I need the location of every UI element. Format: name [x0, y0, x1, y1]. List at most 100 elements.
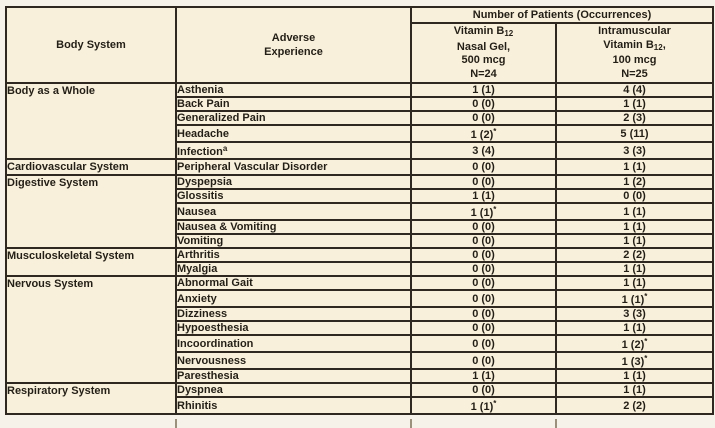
adverse-experience-cell: Back Pain: [175, 96, 412, 112]
intramuscular-value-cell-text: 1 (1): [623, 98, 646, 110]
nasal-gel-value-cell: 0 (0): [410, 233, 557, 249]
table-row: Vomiting 0 (0) 1 (1): [6, 233, 714, 249]
body-system-cell: Respiratory System: [5, 382, 177, 415]
intramuscular-value-cell-text: 1 (1): [623, 205, 646, 218]
nasal-gel-value-cell: 0 (0): [410, 96, 557, 112]
adverse-experience-cell: Dizziness: [175, 306, 412, 322]
intramuscular-value-cell-text: 1 (1): [623, 322, 646, 334]
header-adverse-line2: Experience: [264, 46, 323, 58]
superscript-marker: *: [493, 399, 497, 408]
nasal-gel-value-cell-text: 0 (0): [472, 322, 495, 334]
table-row: Infectiona 3 (4) 3 (3): [6, 141, 714, 160]
adverse-experience-cell-text: Rhinitis: [177, 399, 218, 412]
intramuscular-value-cell-text: 3 (3): [623, 144, 646, 157]
nasal-gel-value-cell: 0 (0): [410, 174, 557, 190]
adverse-experience-cell-text: Headache: [177, 127, 229, 140]
nasal-gel-value-cell: 1 (1): [410, 82, 557, 98]
adverse-experience-table: Body System Adverse Experience Number of…: [5, 6, 714, 415]
intramuscular-value-cell: 2 (3): [555, 110, 714, 126]
nasal-gel-value-cell-text: 1 (1): [470, 207, 494, 219]
nasal-gel-value-cell-text: 0 (0): [472, 112, 495, 124]
adverse-experience-cell-text: Nervousness: [177, 354, 247, 367]
nasal-gel-value-cell: 1 (1)*: [410, 202, 557, 221]
table-header: Body System Adverse Experience Number of…: [5, 6, 714, 84]
adverse-experience-cell: Myalgia: [175, 261, 412, 277]
adverse-experience-cell: Headache: [175, 124, 412, 143]
nasal-gel-value-cell: 1 (1): [410, 188, 557, 204]
table-row: Paresthesia 1 (1) 1 (1): [6, 368, 714, 384]
intramuscular-value-cell-text: 1 (2): [621, 339, 645, 351]
nasal-gel-value-cell-text: 1 (1): [472, 370, 495, 382]
nasal-gel-value-cell-text: 0 (0): [472, 277, 495, 289]
table-row: Rhinitis 1 (1)* 2 (2): [6, 396, 714, 415]
adverse-experience-cell: Anxiety: [175, 289, 412, 308]
nasal-gel-value-cell: 0 (0): [410, 219, 557, 235]
nasal-gel-value-cell-text: 0 (0): [472, 308, 495, 320]
table-row: Nausea 1 (1)* 1 (1): [6, 202, 714, 221]
nasal-gel-value-cell: 1 (2)*: [410, 124, 557, 143]
column-rule-stub: [410, 419, 412, 428]
header-nasal-gel-column: Vitamin B12 Nasal Gel, 500 mcg N=24: [410, 22, 557, 84]
intramuscular-value-cell: 1 (2): [555, 174, 714, 190]
column-rule-stub: [175, 419, 177, 428]
nasal-gel-value-cell-text: 0 (0): [472, 263, 495, 275]
b12-subscript: 12: [504, 29, 514, 38]
nasal-gel-value-cell-text: 1 (1): [470, 401, 494, 413]
nasal-gel-value-cell-text: 0 (0): [472, 98, 495, 110]
nasal-gel-value-cell-text: 0 (0): [472, 161, 495, 173]
adverse-experience-cell-text: Infection: [177, 146, 223, 158]
intramuscular-value-cell: 2 (2): [555, 396, 714, 415]
adverse-experience-cell-text: Dyspepsia: [177, 176, 233, 188]
body-system-cell: Body as a Whole: [5, 82, 177, 160]
intramuscular-line2: Vitamin B12,: [603, 38, 666, 52]
intramuscular-value-cell-text: 1 (1): [621, 294, 645, 306]
nasal-gel-value-cell-text: 3 (4): [472, 144, 495, 157]
table-row: Hypoesthesia 0 (0) 1 (1): [6, 320, 714, 336]
table-row: Digestive System Dyspepsia 0 (0) 1 (2): [5, 174, 714, 249]
table-row: Anxiety 0 (0) 1 (1)*: [6, 289, 714, 308]
intramuscular-value-cell: 1 (3)*: [555, 351, 714, 370]
adverse-experience-cell: Hypoesthesia: [175, 320, 412, 336]
intramuscular-line1: Intramuscular: [598, 25, 671, 37]
b12-subscript: 12: [653, 42, 663, 52]
superscript-marker: *: [493, 127, 497, 136]
intramuscular-value-cell-text: 1 (1): [623, 263, 646, 275]
table-row: Incoordination 0 (0) 1 (2)*: [6, 334, 714, 353]
nasal-gel-value-cell-text: 0 (0): [472, 221, 495, 233]
nasal-gel-value-cell-text: 0 (0): [472, 235, 495, 247]
header-adverse-line1: Adverse: [271, 32, 316, 44]
intramuscular-value-cell: 4 (4): [555, 82, 714, 98]
nasal-gel-value-cell: 0 (0): [410, 261, 557, 277]
nasal-gel-value-cell: 1 (1): [410, 368, 557, 384]
adverse-experience-cell-text: Hypoesthesia: [177, 322, 249, 334]
intramuscular-line3: 100 mcg: [612, 54, 657, 66]
adverse-experience-cell: Nausea: [175, 202, 412, 221]
adverse-experience-cell: Glossitis: [175, 188, 412, 204]
adverse-experience-cell-text: Back Pain: [177, 98, 230, 110]
table-row: Dizziness 0 (0) 3 (3): [6, 306, 714, 322]
superscript-marker: *: [644, 354, 648, 363]
intramuscular-value-cell-text: 1 (1): [623, 384, 646, 396]
intramuscular-value-cell: 1 (1): [555, 158, 714, 176]
nasal-gel-value-cell-text: 0 (0): [472, 384, 495, 396]
table-row: Myalgia 0 (0) 1 (1): [6, 261, 714, 277]
body-system-cell: Cardiovascular System: [5, 158, 177, 176]
table-row: Cardiovascular System Peripheral Vascular…: [5, 158, 714, 176]
intramuscular-value-cell: 3 (3): [555, 306, 714, 322]
nasal-gel-line2: Nasal Gel,: [456, 40, 511, 53]
body-system-cell: Digestive System: [5, 174, 177, 249]
intramuscular-value-cell-text: 5 (11): [620, 127, 649, 140]
adverse-experience-cell-text: Abnormal Gait: [177, 277, 253, 289]
adverse-experience-cell: Nervousness: [175, 351, 412, 370]
intramuscular-line4: N=25: [621, 67, 648, 80]
nasal-gel-value-cell: 0 (0): [410, 334, 557, 353]
adverse-experience-cell-text: Generalized Pain: [177, 112, 266, 124]
intramuscular-value-cell-text: 1 (2): [623, 176, 646, 188]
intramuscular-value-cell: 1 (1): [555, 368, 714, 384]
header-intramuscular-column: Intramuscular Vitamin B12, 100 mcg N=25: [555, 22, 714, 84]
nasal-gel-value-cell-text: 1 (1): [472, 190, 495, 202]
adverse-experience-cell: Asthenia: [175, 82, 412, 98]
adverse-experience-cell-text: Peripheral Vascular Disorder: [177, 161, 328, 173]
adverse-experience-cell: Generalized Pain: [175, 110, 412, 126]
